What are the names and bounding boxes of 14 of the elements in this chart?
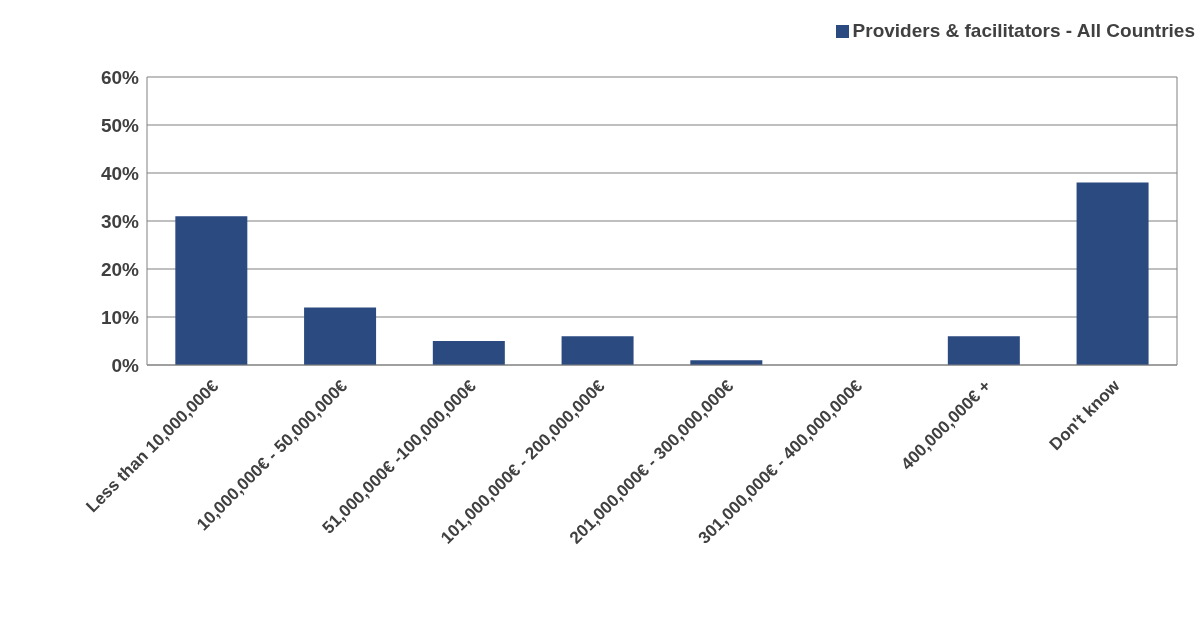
y-tick-label: 60% — [100, 66, 140, 88]
bar — [432, 341, 505, 365]
y-tick-label: 20% — [100, 258, 140, 280]
y-tick-label: 50% — [100, 114, 140, 136]
legend-label: Providers & facilitators - All Countries — [851, 20, 1195, 42]
y-tick-label: 0% — [111, 354, 140, 376]
y-tick-label: 40% — [100, 162, 140, 184]
bar — [947, 336, 1020, 365]
bar — [304, 307, 377, 365]
y-tick-label: 30% — [100, 210, 140, 232]
y-tick-label: 10% — [100, 306, 140, 328]
bar — [175, 216, 248, 365]
bar — [1076, 182, 1149, 365]
bar — [561, 336, 634, 365]
